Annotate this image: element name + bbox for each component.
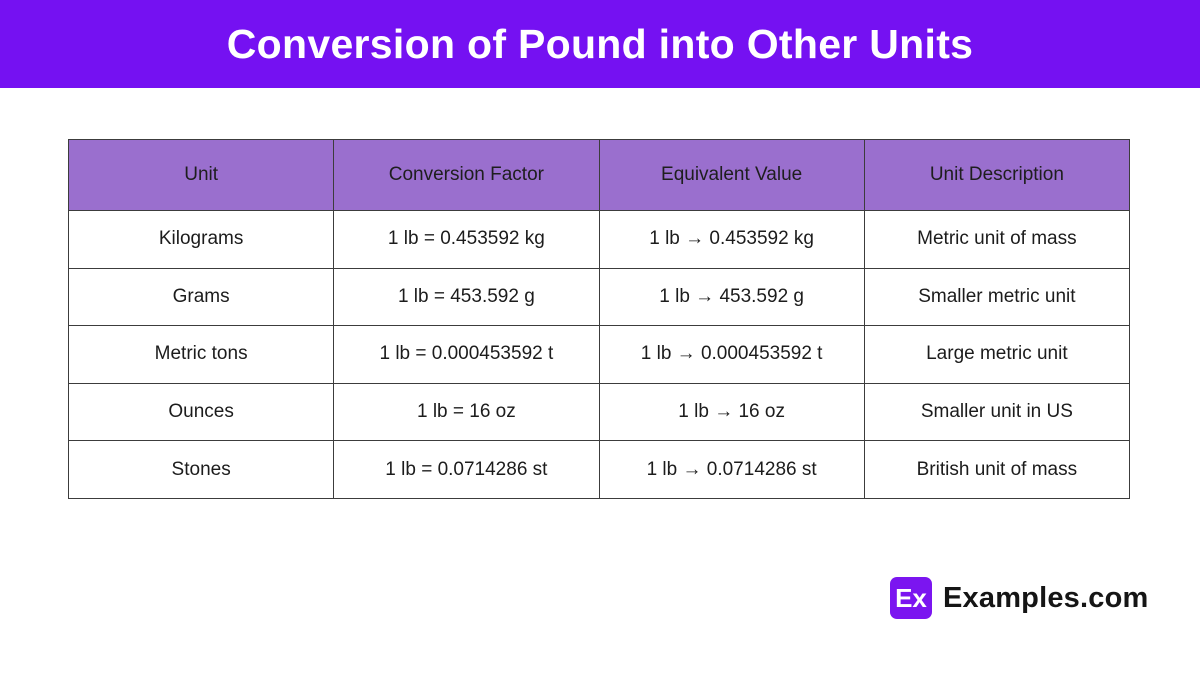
cell-unit-description: Smaller metric unit	[863, 267, 1131, 327]
cell-unit: Grams	[67, 267, 335, 327]
cell-equivalent-value: 1 lb → 16 oz	[598, 382, 865, 442]
column-header-unit-description: Unit Description	[863, 139, 1131, 211]
examples-brand: Ex Examples.com	[890, 577, 1149, 619]
page-title: Conversion of Pound into Other Units	[226, 20, 974, 67]
cell-conversion-factor: 1 lb = 0.0714286 st	[333, 440, 600, 499]
cell-conversion-factor: 1 lb = 453.592 g	[333, 267, 600, 327]
table-header-row: Unit Conversion Factor Equivalent Value …	[67, 139, 1131, 211]
table-row: Stones 1 lb = 0.0714286 st 1 lb → 0.0714…	[67, 440, 1131, 499]
cell-unit-description: Smaller unit in US	[863, 382, 1131, 442]
pound-conversion-table: Unit Conversion Factor Equivalent Value …	[67, 139, 1131, 499]
title-banner: Conversion of Pound into Other Units	[0, 0, 1200, 88]
cell-conversion-factor: 1 lb = 0.453592 kg	[333, 210, 600, 269]
table-row: Kilograms 1 lb = 0.453592 kg 1 lb → 0.45…	[67, 210, 1131, 269]
cell-unit: Ounces	[67, 382, 335, 442]
column-header-equivalent-value: Equivalent Value	[598, 139, 865, 211]
table-row: Ounces 1 lb = 16 oz 1 lb → 16 oz Smaller…	[67, 382, 1131, 442]
cell-unit-description: Metric unit of mass	[863, 210, 1131, 269]
cell-equivalent-value: 1 lb → 0.0714286 st	[598, 440, 865, 499]
cell-unit: Metric tons	[67, 325, 335, 384]
cell-conversion-factor: 1 lb = 0.000453592 t	[333, 325, 600, 384]
examples-logo-icon: Ex	[890, 577, 932, 619]
cell-unit-description: Large metric unit	[863, 325, 1131, 384]
cell-conversion-factor: 1 lb = 16 oz	[333, 382, 600, 442]
table-row: Grams 1 lb = 453.592 g 1 lb → 453.592 g …	[67, 267, 1131, 327]
cell-equivalent-value: 1 lb → 0.000453592 t	[598, 325, 865, 384]
column-header-unit: Unit	[67, 139, 335, 211]
cell-equivalent-value: 1 lb → 453.592 g	[598, 267, 865, 327]
brand-name-text: Examples.com	[943, 581, 1149, 614]
cell-unit: Kilograms	[67, 210, 335, 269]
cell-unit: Stones	[67, 440, 335, 499]
cell-equivalent-value: 1 lb → 0.453592 kg	[598, 210, 865, 269]
column-header-conversion-factor: Conversion Factor	[333, 139, 600, 211]
table-row: Metric tons 1 lb = 0.000453592 t 1 lb → …	[67, 325, 1131, 384]
cell-unit-description: British unit of mass	[863, 440, 1131, 499]
